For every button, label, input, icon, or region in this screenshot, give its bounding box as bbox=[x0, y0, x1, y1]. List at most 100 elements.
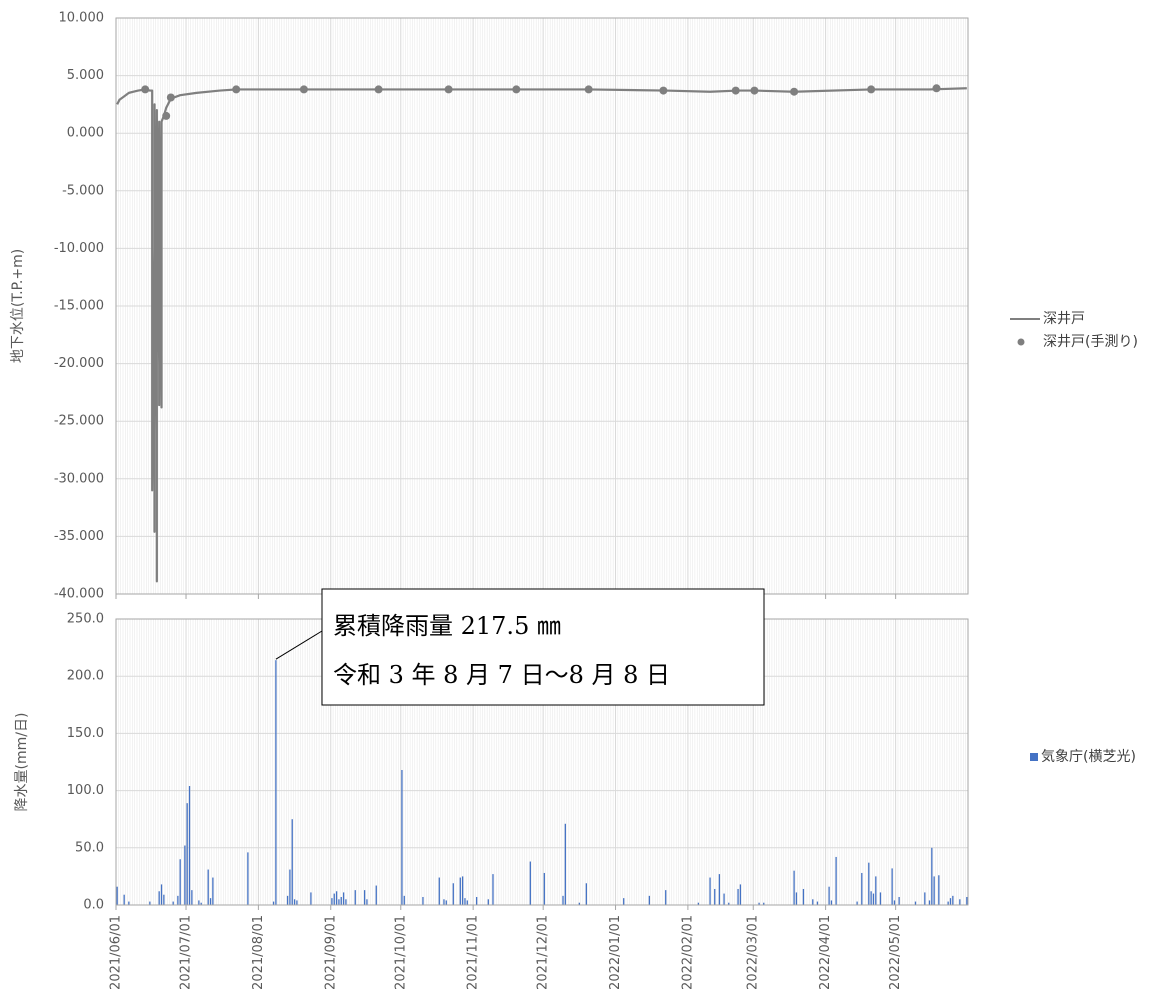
callout-box bbox=[321, 588, 765, 706]
rainfall-bar bbox=[718, 874, 721, 905]
x-tick-label: 2022/01/01 bbox=[608, 915, 623, 990]
rainfall-bar bbox=[172, 901, 174, 905]
rainfall-bar bbox=[461, 876, 464, 905]
rainfall-bar bbox=[163, 894, 165, 905]
rainfall-bar bbox=[697, 902, 700, 905]
rainfall-bar bbox=[952, 895, 954, 905]
rainfall-bar bbox=[340, 896, 342, 905]
y-tick-label: 10.000 bbox=[59, 11, 105, 26]
rainfall-bar bbox=[739, 884, 742, 905]
rainfall-bar bbox=[466, 900, 468, 905]
rainfall-bar bbox=[354, 890, 356, 905]
rainfall-bar bbox=[272, 901, 275, 905]
rainfall-bar bbox=[191, 890, 193, 905]
rainfall-bar bbox=[763, 902, 765, 905]
groundwater-y-tick-labels: 10.000 5.000 0.000 -5.000 -10.000 -15.000 -20.… bbox=[54, 11, 104, 602]
legend-entry-deep-well: 深井戸 bbox=[1043, 311, 1085, 327]
x-tick-label: 2021/10/01 bbox=[393, 915, 408, 990]
manual-measurement-marker bbox=[166, 93, 175, 102]
rainfall-bar bbox=[116, 886, 118, 905]
rainfall-bar bbox=[123, 894, 125, 905]
x-tick-label: 2022/05/01 bbox=[888, 915, 903, 990]
rainfall-bar bbox=[345, 899, 347, 905]
deep-well-water-level-line bbox=[116, 87, 967, 583]
rainfall-bar bbox=[938, 875, 940, 905]
rainfall-bar bbox=[331, 898, 333, 905]
rainfall-bar bbox=[310, 892, 312, 905]
rainfall-bar bbox=[209, 898, 212, 905]
rainfall-bar bbox=[207, 869, 209, 905]
x-tick-label: 2022/04/01 bbox=[818, 915, 833, 990]
rainfall-bar bbox=[342, 892, 345, 905]
rainfall-bar bbox=[296, 900, 298, 905]
rainfall-bar bbox=[149, 901, 151, 905]
rainfall-bar bbox=[375, 885, 377, 905]
rainfall-bar bbox=[247, 852, 249, 905]
rainfall-bar bbox=[293, 899, 296, 905]
legend-bar-swatch bbox=[1030, 753, 1038, 761]
rainfall-bar bbox=[464, 898, 466, 905]
rainfall-y-tick-labels: 250.0 200.0 150.0 100.0 50.0 0.0 bbox=[67, 612, 104, 913]
rainfall-bars bbox=[116, 660, 968, 905]
y-tick-label: -30.000 bbox=[54, 471, 104, 486]
rainfall-bar bbox=[758, 902, 760, 905]
rainfall-bar bbox=[891, 868, 893, 905]
manual-measurement-marker bbox=[750, 86, 759, 95]
rainfall-bar bbox=[562, 895, 564, 905]
rainfall-bar bbox=[158, 891, 160, 905]
rainfall-bar bbox=[438, 877, 440, 905]
rainfall-bar bbox=[585, 883, 587, 905]
groundwater-y-axis-title: 地下水位(T.P.+m) bbox=[10, 249, 26, 363]
manual-measurement-marker bbox=[790, 87, 799, 96]
rainfall-bar bbox=[363, 890, 366, 905]
rainfall-bar bbox=[709, 877, 711, 905]
rainfall-bar bbox=[898, 896, 900, 905]
manual-measurement-marker bbox=[932, 84, 941, 93]
x-tick-label: 2021/06/01 bbox=[109, 915, 124, 990]
rainfall-bar bbox=[623, 898, 625, 905]
rainfall-bar bbox=[452, 883, 454, 905]
rainfall-bar bbox=[335, 891, 338, 905]
rainfall-bar bbox=[924, 892, 926, 905]
rainfall-bar bbox=[802, 888, 805, 905]
rainfall-bar bbox=[893, 900, 896, 905]
y-tick-label: 150.0 bbox=[67, 726, 104, 741]
rainfall-bar bbox=[445, 900, 447, 905]
rainfall-bar bbox=[723, 893, 725, 905]
x-tick-label: 2022/03/01 bbox=[746, 915, 761, 990]
rainfall-bar bbox=[366, 899, 368, 905]
y-tick-label: 0.0 bbox=[83, 898, 104, 913]
rainfall-bar bbox=[338, 899, 340, 905]
manual-measurement-marker bbox=[659, 86, 668, 95]
rainfall-y-axis-title: 降水量(mm/日) bbox=[14, 713, 30, 812]
rainfall-bar bbox=[947, 901, 949, 905]
manual-measurement-marker bbox=[162, 111, 171, 120]
rainfall-bar bbox=[648, 895, 651, 905]
rainfall-bar bbox=[200, 902, 202, 905]
rainfall-bar bbox=[198, 900, 200, 905]
rainfall-bar bbox=[212, 877, 214, 905]
rainfall-bar bbox=[476, 896, 478, 905]
rainfall-bar bbox=[403, 895, 405, 905]
rainfall-bar bbox=[914, 901, 917, 905]
rainfall-bar bbox=[879, 892, 882, 905]
x-tick-label: 2022/02/01 bbox=[680, 915, 695, 990]
y-tick-label: 5.000 bbox=[67, 68, 104, 83]
manual-measurement-marker bbox=[444, 85, 453, 94]
rainfall-bar bbox=[868, 862, 870, 905]
rainfall-bar bbox=[737, 888, 739, 905]
rainfall-bar bbox=[949, 898, 952, 905]
groundwater-panel: 10.000 5.000 0.000 -5.000 -10.000 -15.000 -20.… bbox=[10, 11, 969, 602]
rainfall-bar bbox=[401, 770, 403, 905]
y-tick-label: -10.000 bbox=[54, 241, 104, 256]
legend-entry-deep-well-manual: 深井戸(手測り) bbox=[1043, 334, 1138, 350]
date-x-tick-labels: 2021/06/01 2021/07/01 2021/08/01 2021/09/01… bbox=[109, 915, 904, 990]
y-tick-label: -35.000 bbox=[54, 529, 104, 544]
rainfall-bar bbox=[793, 870, 795, 905]
rainfall-bar bbox=[861, 872, 863, 905]
y-tick-label: 0.000 bbox=[67, 126, 104, 141]
rainfall-bar bbox=[830, 900, 833, 905]
rainfall-bar bbox=[966, 896, 968, 905]
x-tick-label: 2021/07/01 bbox=[179, 915, 194, 990]
rainfall-bar bbox=[443, 899, 445, 905]
